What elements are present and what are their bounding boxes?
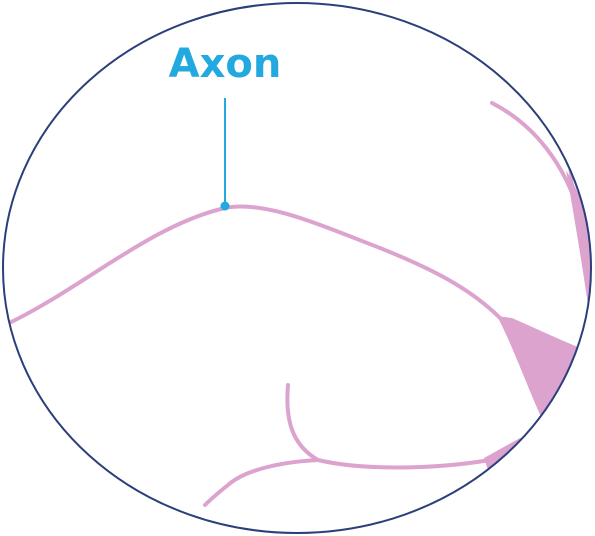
dendrite-lower-left [203, 458, 320, 507]
cell-body-wedge [497, 316, 590, 425]
dendrite-lower-right [316, 418, 557, 470]
dendrite-upper-inner [568, 168, 591, 302]
neuron-structure [3, 101, 591, 507]
axon-fiber [3, 204, 502, 327]
axon-label-dot [220, 201, 230, 211]
axon-label: Axon [169, 41, 282, 87]
dendrite-lower-stem [285, 383, 320, 462]
